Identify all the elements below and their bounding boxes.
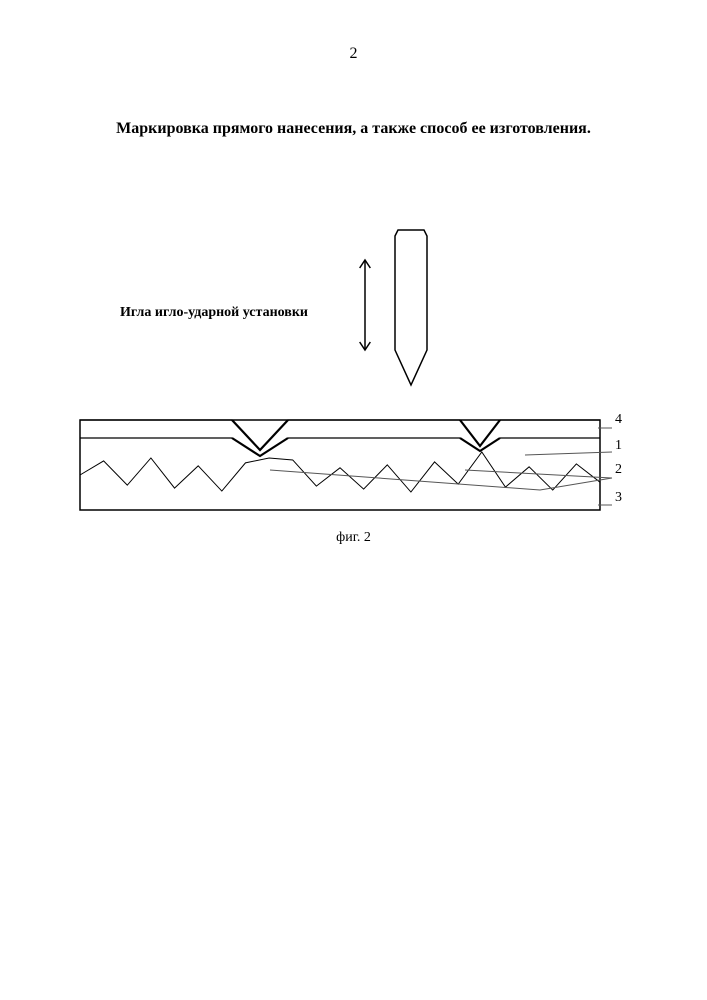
callout-3: 3 [615, 490, 622, 506]
page: 2 Маркировка прямого нанесения, а также … [0, 0, 707, 1000]
cross-section-diagram [0, 0, 707, 560]
callout-2: 2 [615, 462, 622, 478]
callout-1: 1 [615, 438, 622, 454]
callout-4: 4 [615, 412, 622, 428]
figure-label: фиг. 2 [0, 530, 707, 546]
